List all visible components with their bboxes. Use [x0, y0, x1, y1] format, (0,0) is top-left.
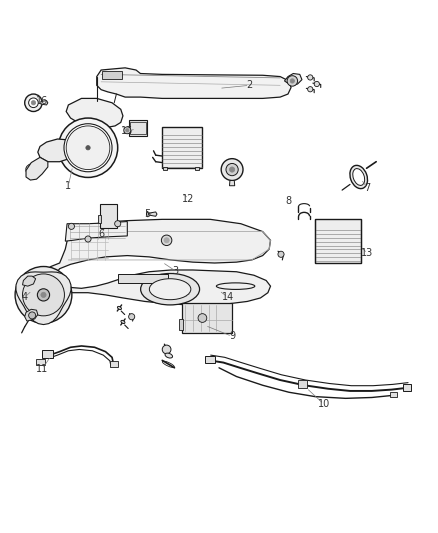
Bar [315, 220, 361, 263]
Bar [36, 359, 45, 365]
Bar [297, 380, 307, 388]
Polygon shape [285, 74, 302, 85]
Ellipse shape [121, 320, 125, 324]
Bar [182, 303, 232, 333]
Bar [130, 122, 146, 134]
Circle shape [15, 266, 72, 323]
Text: 16: 16 [36, 95, 48, 106]
Text: 10: 10 [318, 399, 330, 409]
Polygon shape [22, 276, 35, 286]
Text: 13: 13 [361, 248, 374, 259]
Circle shape [28, 312, 35, 319]
Circle shape [124, 127, 131, 134]
Circle shape [162, 345, 171, 354]
Polygon shape [41, 101, 48, 105]
Circle shape [230, 167, 235, 172]
Circle shape [66, 126, 110, 169]
Circle shape [25, 94, 42, 111]
Circle shape [58, 118, 118, 177]
Polygon shape [26, 157, 48, 180]
Circle shape [221, 159, 243, 181]
Circle shape [307, 75, 313, 80]
Text: 11: 11 [36, 364, 48, 374]
Circle shape [164, 238, 169, 243]
Circle shape [287, 76, 297, 86]
Circle shape [115, 221, 121, 227]
Bar [129, 120, 147, 135]
Bar [195, 167, 199, 171]
Text: 2: 2 [247, 80, 253, 90]
Polygon shape [25, 309, 38, 321]
Text: 7: 7 [364, 183, 371, 193]
Bar [179, 319, 183, 330]
Text: 4: 4 [21, 292, 28, 302]
Circle shape [37, 289, 49, 301]
Bar [163, 167, 167, 171]
Ellipse shape [149, 279, 191, 300]
Text: 8: 8 [286, 196, 292, 206]
Circle shape [161, 235, 172, 246]
Bar [403, 384, 411, 391]
Text: 12: 12 [182, 194, 194, 204]
Circle shape [226, 164, 238, 176]
Polygon shape [230, 181, 235, 185]
Bar [100, 204, 117, 228]
Circle shape [31, 101, 35, 105]
Text: 5: 5 [144, 209, 150, 219]
Ellipse shape [141, 273, 200, 305]
Circle shape [126, 128, 129, 132]
Polygon shape [43, 220, 271, 305]
Text: 6: 6 [98, 229, 104, 239]
Polygon shape [65, 222, 127, 241]
Circle shape [64, 124, 112, 172]
Circle shape [22, 274, 64, 316]
Text: 3: 3 [172, 266, 178, 276]
Circle shape [278, 251, 284, 257]
Circle shape [129, 313, 135, 320]
Ellipse shape [353, 168, 365, 185]
Circle shape [28, 98, 38, 108]
Bar [110, 361, 118, 367]
Polygon shape [148, 212, 157, 216]
Text: 15: 15 [121, 126, 134, 136]
Bar [102, 71, 122, 79]
Ellipse shape [117, 306, 121, 310]
Text: 1: 1 [65, 181, 71, 191]
Circle shape [41, 292, 46, 297]
Polygon shape [16, 272, 71, 325]
Bar [98, 215, 101, 223]
Circle shape [85, 236, 91, 242]
Bar [118, 274, 168, 283]
Text: 9: 9 [229, 332, 235, 341]
Circle shape [314, 82, 319, 87]
Circle shape [86, 146, 90, 150]
Ellipse shape [165, 353, 173, 358]
Ellipse shape [350, 165, 367, 189]
Bar [42, 350, 53, 358]
Circle shape [198, 313, 207, 322]
Bar [205, 356, 215, 364]
Polygon shape [66, 99, 123, 128]
Text: 14: 14 [222, 292, 234, 302]
Polygon shape [38, 136, 85, 161]
Bar [162, 127, 201, 168]
Circle shape [307, 87, 313, 92]
Bar [390, 392, 397, 398]
Circle shape [68, 223, 74, 229]
Circle shape [290, 79, 294, 83]
Polygon shape [97, 68, 291, 99]
